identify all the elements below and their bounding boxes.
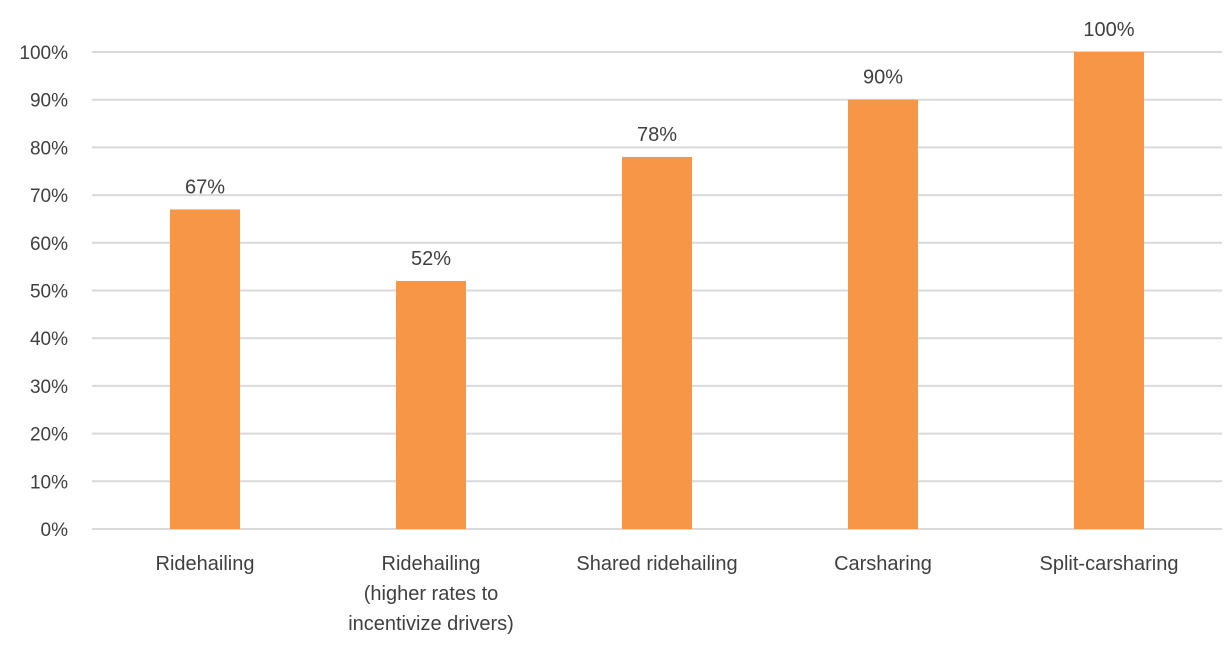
data-label: 90% (863, 67, 903, 89)
bar (396, 280, 466, 529)
bar (170, 209, 240, 529)
data-labels: 67% 52% 78% 90% 100% (185, 19, 1135, 270)
y-axis-tick-labels: 0% 10% 20% 30% 40% 50% 60% 70% 80% 90% 100% (19, 43, 68, 541)
data-label: 67% (185, 176, 225, 198)
bar (622, 156, 692, 529)
y-tick-label: 60% (30, 234, 68, 255)
bar (848, 99, 918, 529)
y-tick-label: 80% (30, 138, 68, 159)
x-category-label: Ridehailing (382, 553, 481, 575)
x-category-label: Ridehailing (156, 553, 255, 575)
x-category-label: Split-carsharing (1040, 553, 1179, 575)
y-tick-label: 30% (30, 377, 68, 398)
x-category-label: (higher rates to (364, 583, 499, 605)
x-category-label: incentivize drivers) (348, 613, 514, 635)
y-tick-label: 40% (30, 329, 68, 350)
data-label: 52% (411, 248, 451, 270)
bar (1074, 52, 1144, 529)
x-category-label: Shared ridehailing (576, 553, 737, 575)
y-tick-label: 10% (30, 472, 68, 493)
y-tick-label: 70% (30, 186, 68, 207)
x-axis-category-labels: Ridehailing Ridehailing (higher rates to in… (156, 553, 1179, 635)
bars (170, 52, 1144, 529)
data-label: 78% (637, 124, 677, 146)
y-tick-label: 90% (30, 91, 68, 112)
y-tick-label: 0% (41, 520, 69, 541)
y-tick-label: 100% (19, 43, 68, 64)
data-label: 100% (1083, 19, 1134, 41)
y-tick-label: 50% (30, 282, 68, 303)
y-tick-label: 20% (30, 425, 68, 446)
x-category-label: Carsharing (834, 553, 932, 575)
